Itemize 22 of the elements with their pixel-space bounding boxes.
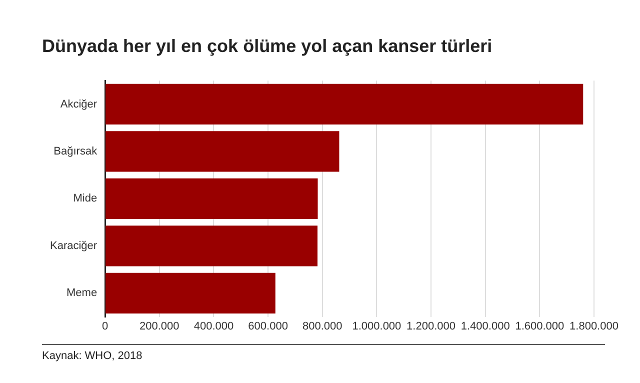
x-tick-label: 400.000 [194, 320, 234, 332]
y-tick-label: Mide [73, 192, 98, 205]
x-tick-label: 800.000 [302, 320, 342, 332]
x-tick-label: 600.000 [248, 320, 288, 332]
x-tick-label: 1.200.000 [406, 320, 456, 332]
text: Kaynak: WHO, 2018 [42, 350, 142, 362]
x-tick-label: 0 [102, 320, 108, 332]
bar [106, 272, 276, 314]
x-tick-label: 1.800.000 [570, 320, 618, 332]
y-tick-label: Karaciğer [50, 240, 98, 252]
x-tick-label: 1.600.000 [515, 320, 564, 332]
y-tick-label: Meme [66, 287, 98, 300]
y-tick-label: Akciğer [60, 98, 98, 110]
y-tick-label: Bağırsak [54, 145, 98, 158]
bar [106, 178, 318, 220]
chart-title: Dünyada her yıl en çok ölüme yol açan kanser türleri [42, 36, 492, 57]
bar [106, 84, 584, 125]
x-tick-label: 200.000 [140, 320, 180, 332]
bar [106, 131, 340, 172]
x-tick-label: 1.000.000 [352, 320, 402, 332]
x-tick-label: 1.400.000 [460, 320, 510, 332]
bar [106, 226, 318, 266]
